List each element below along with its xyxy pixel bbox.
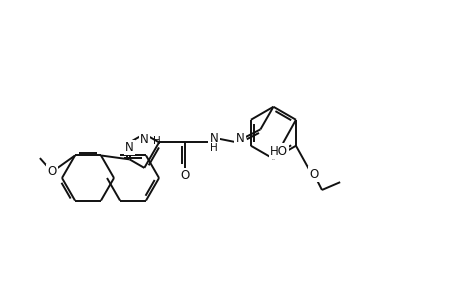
Text: N: N <box>236 132 244 145</box>
Text: H: H <box>210 143 218 153</box>
Text: N: N <box>210 132 218 145</box>
Text: O: O <box>180 169 189 182</box>
Text: O: O <box>47 165 56 178</box>
Text: N: N <box>125 141 134 154</box>
Text: H: H <box>153 136 161 146</box>
Text: O: O <box>309 168 319 181</box>
Text: HO: HO <box>270 145 288 158</box>
Text: N: N <box>140 134 148 146</box>
